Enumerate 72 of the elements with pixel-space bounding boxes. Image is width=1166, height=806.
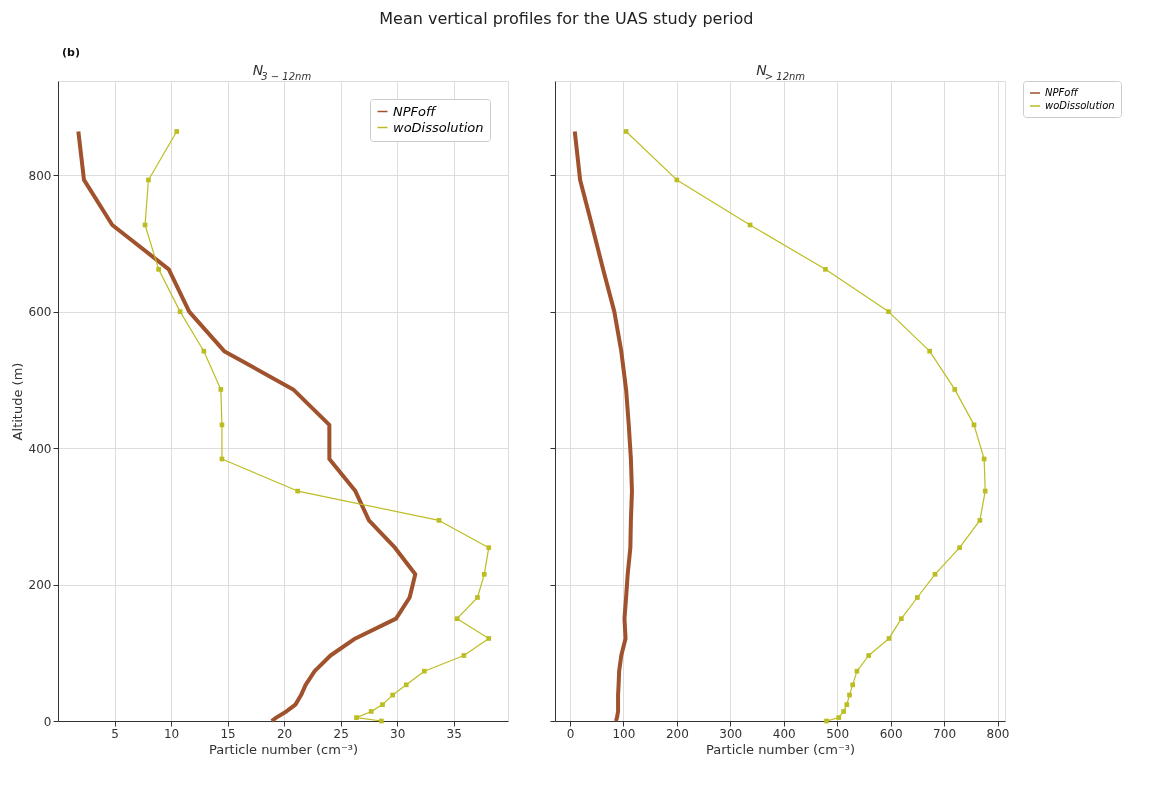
- point: [295, 488, 301, 494]
- point: [847, 692, 852, 698]
- point: [957, 545, 962, 551]
- point: [156, 266, 161, 272]
- point: [218, 387, 224, 392]
- point: [977, 518, 983, 523]
- point: [368, 709, 374, 714]
- y-tick-label: 0: [43, 714, 52, 729]
- point: [866, 653, 872, 658]
- point: [354, 715, 359, 720]
- point: [379, 718, 384, 724]
- x-tick-label: 400: [772, 726, 796, 741]
- point: [952, 387, 958, 392]
- point: [824, 718, 829, 724]
- x-tick-label: 0: [566, 726, 575, 741]
- x-tick-label: 20: [276, 726, 293, 741]
- point: [390, 692, 396, 698]
- point: [844, 702, 850, 707]
- point: [486, 545, 492, 551]
- point: [436, 518, 442, 523]
- legend-label: NPFoff: [1045, 87, 1080, 98]
- y-tick-label: 600: [28, 305, 52, 320]
- point: [982, 488, 988, 494]
- x-tick-label: 600: [879, 726, 903, 741]
- x-tick-label: 15: [220, 726, 236, 741]
- x-tick-label: 10: [163, 726, 180, 741]
- x-tick-label: 200: [665, 726, 689, 741]
- point: [380, 702, 385, 707]
- x-tick-label: 800: [986, 726, 1010, 741]
- y-tick-label: 400: [28, 441, 52, 456]
- y-axis-title: Altitude (m): [9, 362, 25, 441]
- point: [177, 309, 183, 314]
- point: [886, 636, 892, 641]
- x-tick-label: 700: [933, 726, 957, 741]
- x-tick-label: 300: [719, 726, 743, 741]
- legend-label: NPFoff: [393, 103, 437, 119]
- x-tick-label: 35: [446, 726, 462, 741]
- point: [932, 571, 938, 577]
- point: [915, 595, 920, 600]
- point: [174, 129, 180, 134]
- y-tick-label: 200: [28, 578, 52, 593]
- x-tick-label: 30: [390, 726, 406, 741]
- point: [146, 177, 151, 183]
- point: [486, 636, 492, 641]
- x-tick-label: 25: [333, 726, 349, 741]
- point: [421, 668, 427, 674]
- x-tick-label: 5: [111, 726, 119, 741]
- point: [403, 682, 409, 688]
- point: [981, 456, 987, 462]
- x-tick-label: 500: [826, 726, 850, 741]
- point: [841, 709, 846, 714]
- point: [898, 616, 904, 621]
- text: (b): [62, 46, 80, 59]
- point: [454, 616, 460, 621]
- point: [623, 129, 629, 134]
- point: [927, 348, 932, 354]
- x-axis-title: Particle number (cm⁻³): [208, 741, 359, 757]
- point: [461, 653, 467, 658]
- point: [836, 715, 842, 720]
- point: [481, 571, 487, 577]
- point: [475, 595, 480, 600]
- y-tick-label: 800: [28, 168, 52, 183]
- x-axis-title: Particle number (cm⁻³): [705, 741, 856, 757]
- point: [823, 266, 828, 272]
- point: [886, 309, 891, 314]
- legend-label: woDissolution: [1045, 100, 1115, 111]
- point: [854, 668, 860, 674]
- x-tick-label: 100: [612, 726, 636, 741]
- point: [201, 348, 207, 354]
- text: Mean vertical profiles for the UAS study period: [379, 8, 754, 28]
- legend-label: woDissolution: [393, 119, 484, 135]
- point: [850, 682, 856, 688]
